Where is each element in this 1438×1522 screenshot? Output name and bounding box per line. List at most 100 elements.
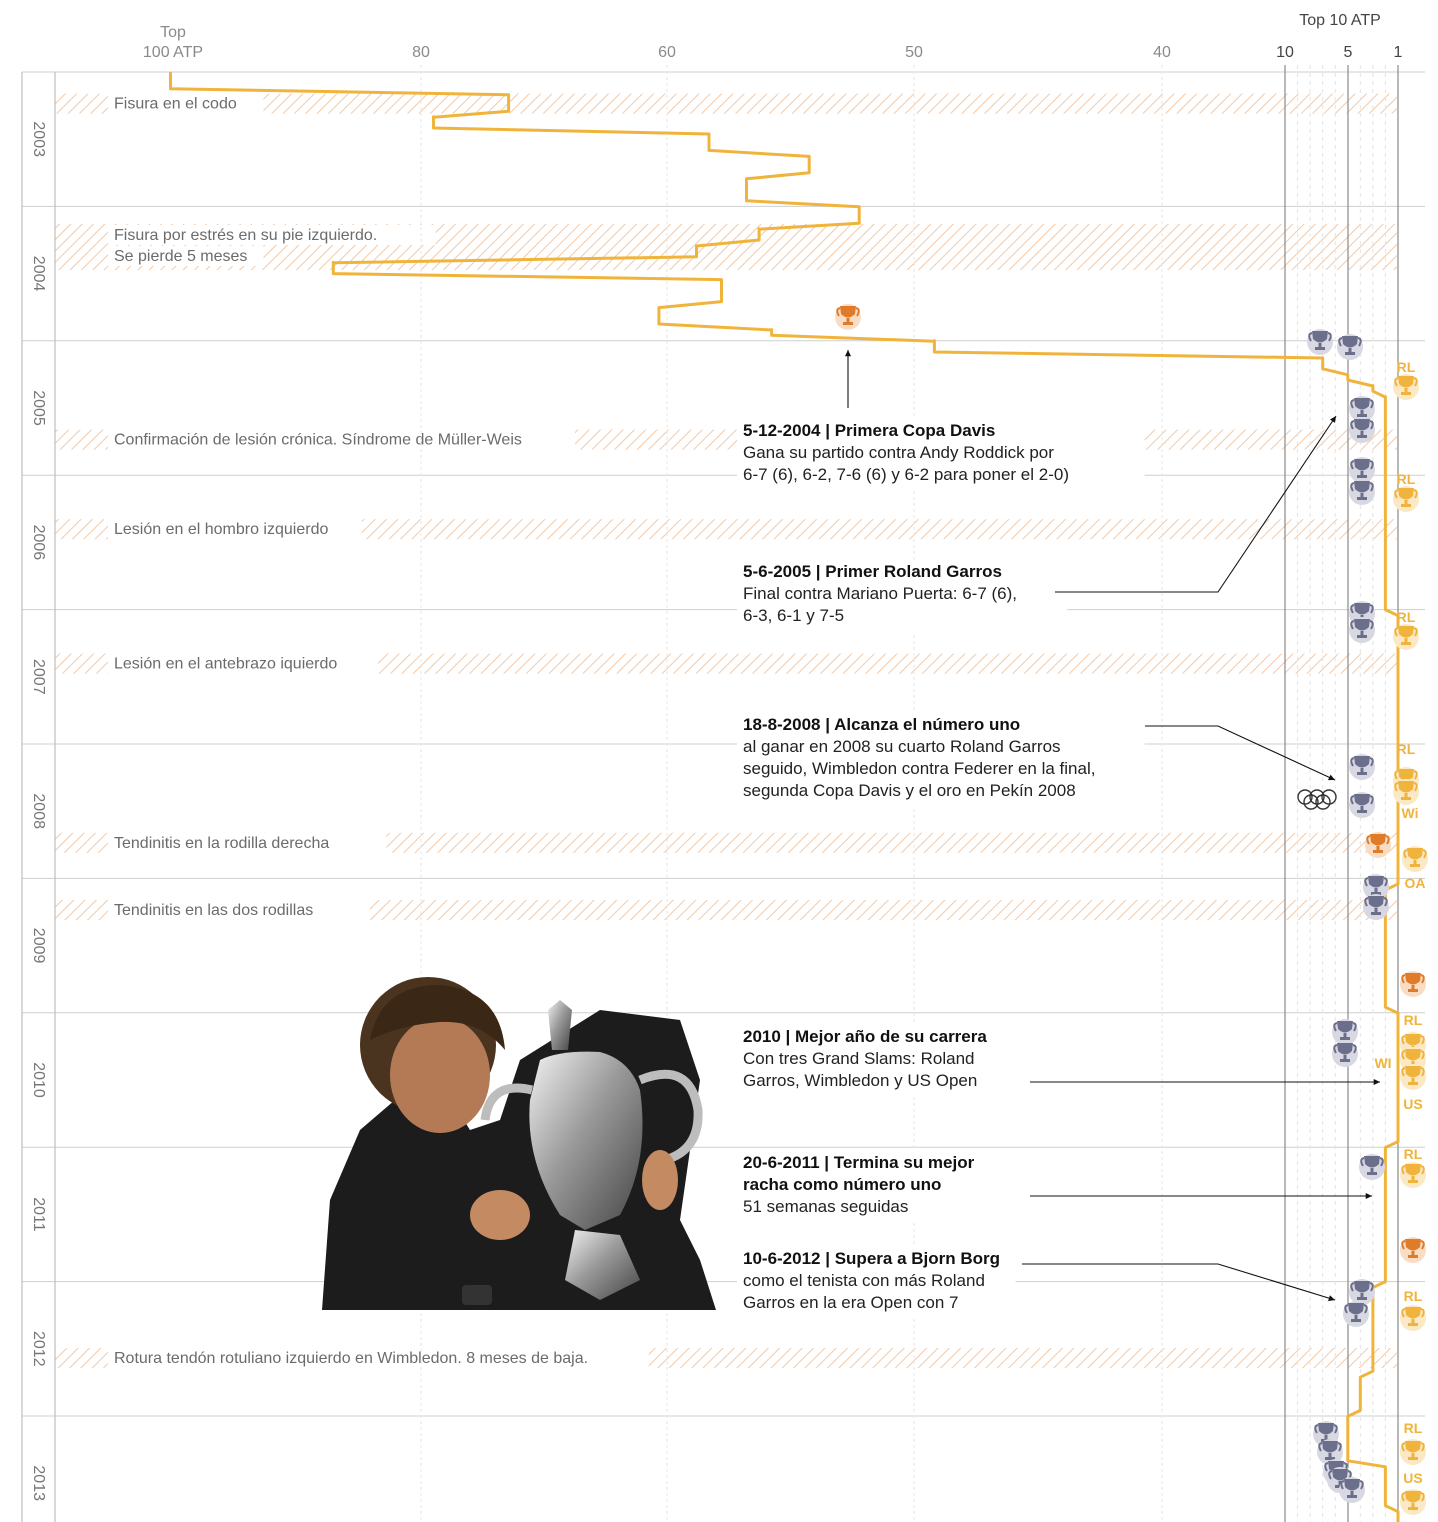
- annotation-body: Con tres Grand Slams: Roland: [743, 1049, 975, 1068]
- trophy-handles: [1350, 604, 1374, 614]
- annotation-body: Gana su partido contra Andy Roddick por: [743, 443, 1054, 462]
- trophy-handles: [1401, 1492, 1425, 1502]
- trophy-stem: [1404, 500, 1408, 504]
- injury-band: [55, 93, 1397, 114]
- annotation-bg: [737, 1025, 1007, 1097]
- trophy-stem: [1360, 471, 1364, 475]
- trophy-cup: [1354, 1281, 1370, 1293]
- trophy-base: [1371, 892, 1381, 895]
- trophy-stem: [1360, 768, 1364, 772]
- grand-slam-trophy-icon: [1400, 1489, 1426, 1515]
- davis-cup-trophy-icon: [835, 304, 861, 330]
- grand-slam-trophy-icon: [1400, 1162, 1426, 1188]
- trophy-cup: [1354, 419, 1370, 431]
- injury-band: [55, 832, 1397, 853]
- trophy-cup: [1398, 781, 1414, 793]
- trophy-base: [1315, 347, 1325, 350]
- grid: [21, 65, 1425, 1522]
- injury-band: [55, 519, 1397, 540]
- olympic-ring: [1303, 794, 1319, 810]
- trophy-base: [1408, 1082, 1418, 1085]
- injury-label: Tendinitis en las dos rodillas: [114, 902, 313, 919]
- masters-trophy-icon: [1363, 874, 1389, 900]
- trophy-cup: [1405, 1441, 1421, 1453]
- trophy-stem: [1354, 1315, 1358, 1319]
- trophy-stem: [1343, 1055, 1347, 1059]
- trophy-stem: [1374, 908, 1378, 912]
- trophy-base: [1357, 435, 1367, 438]
- injury-label-bg: [108, 1348, 649, 1368]
- annotation-bg: [737, 713, 1145, 807]
- ranking-line: [169, 72, 1400, 1522]
- grand-slam-code: OA: [1405, 875, 1426, 891]
- annotation-bg: [737, 1247, 1016, 1319]
- trophy-cup: [1368, 896, 1384, 908]
- grand-slam-code: Wi: [1402, 805, 1419, 821]
- davis-cup-trophy-icon: [1400, 971, 1426, 997]
- injury-label-bg: [108, 653, 379, 674]
- trophy-handles: [1340, 1480, 1364, 1490]
- axis-tick-label: 1: [1394, 44, 1403, 61]
- trophy-handles: [1401, 1442, 1425, 1452]
- year-label: 2009: [30, 928, 47, 964]
- annotation-body: 51 semanas seguidas: [743, 1197, 908, 1216]
- grand-slam-code: RL: [1404, 1420, 1423, 1436]
- trophy-base: [1401, 504, 1411, 507]
- grand-slam-code: US: [1403, 1096, 1422, 1112]
- trophy-stem: [1350, 1491, 1354, 1495]
- annotation-body: al ganar en 2008 su cuarto Roland Garros: [743, 737, 1061, 756]
- year-labels: 2003 2004 2005 2006 2007 2008 2009 2010 2011 2012…: [30, 121, 47, 1501]
- trophy-stem: [1404, 793, 1408, 797]
- axis-tick-label: 80: [412, 44, 430, 61]
- axis-tick-label: 50: [905, 44, 923, 61]
- trophy-stem: [846, 318, 850, 322]
- trophy-base: [1401, 797, 1411, 800]
- injury-label-bg: [108, 225, 436, 245]
- annotation-title: 20-6-2011 | Termina su mejor: [743, 1153, 975, 1172]
- trophy-base: [1357, 475, 1367, 478]
- grand-slam-code: RL: [1397, 741, 1416, 757]
- year-label: 2012: [30, 1331, 47, 1367]
- injury-label: Tendinitis en la rodilla derecha: [114, 835, 329, 852]
- injury-band: [55, 653, 1397, 674]
- davis-cup-trophy-icon: [1400, 1237, 1426, 1263]
- trophy-handles: [1401, 1165, 1425, 1175]
- masters-trophy-icon: [1349, 617, 1375, 643]
- annotation-title: 2010 | Mejor año de su carrera: [743, 1027, 987, 1046]
- year-label: 2004: [30, 256, 47, 292]
- grand-slam-code: RL: [1397, 359, 1416, 375]
- axis-top10-label: Top 10 ATP: [1299, 12, 1381, 29]
- trophy-cup: [1354, 481, 1370, 493]
- trophy-base: [1347, 1495, 1357, 1498]
- grand-slam-code: WI: [1374, 1055, 1391, 1071]
- annotation-body: Garros en la era Open con 7: [743, 1293, 958, 1312]
- trophy-cup: [1354, 619, 1370, 631]
- trophy-stem: [1411, 1078, 1415, 1082]
- masters-trophy-icon: [1349, 479, 1375, 505]
- trophy-handles: [1401, 974, 1425, 984]
- annotation-arrow-line: [1145, 725, 1336, 781]
- axis-top-label: Top: [160, 24, 186, 41]
- grand-slam-trophy-icon: [1400, 1064, 1426, 1090]
- injury-label: Se pierde 5 meses: [114, 248, 247, 265]
- trophy-cup: [1348, 1303, 1364, 1315]
- trophy-handles: [1403, 849, 1427, 859]
- axis-100atp-label: 100 ATP: [143, 44, 203, 61]
- injury-label: Lesión en el antebrazo iquierdo: [114, 656, 337, 673]
- trophy-stem: [1413, 860, 1417, 864]
- axis-tick-label: 10: [1276, 44, 1294, 61]
- trophy-base: [1345, 352, 1355, 355]
- trophy-cup: [1312, 331, 1328, 343]
- trophy-base: [1401, 642, 1411, 645]
- masters-trophy-icon: [1349, 792, 1375, 818]
- annotation-body: seguido, Wimbledon contra Federer en la …: [743, 759, 1095, 778]
- year-label: 2010: [30, 1062, 47, 1098]
- davis-cup-trophy-icon: [1365, 832, 1391, 858]
- annotation-title: 5-6-2005 | Primer Roland Garros: [743, 562, 1002, 581]
- masters-trophy-icon: [1349, 754, 1375, 780]
- annotation-body: 6-7 (6), 6-2, 7-6 (6) y 6-2 para poner e…: [743, 465, 1069, 484]
- injury-label: Rotura tendón rotuliano izquierdo en Wim…: [114, 1350, 588, 1367]
- trophy-stem: [1360, 493, 1364, 497]
- injury-label: Fisura por estrés en su pie izquierdo.: [114, 227, 377, 244]
- injury-label-bg: [108, 832, 387, 853]
